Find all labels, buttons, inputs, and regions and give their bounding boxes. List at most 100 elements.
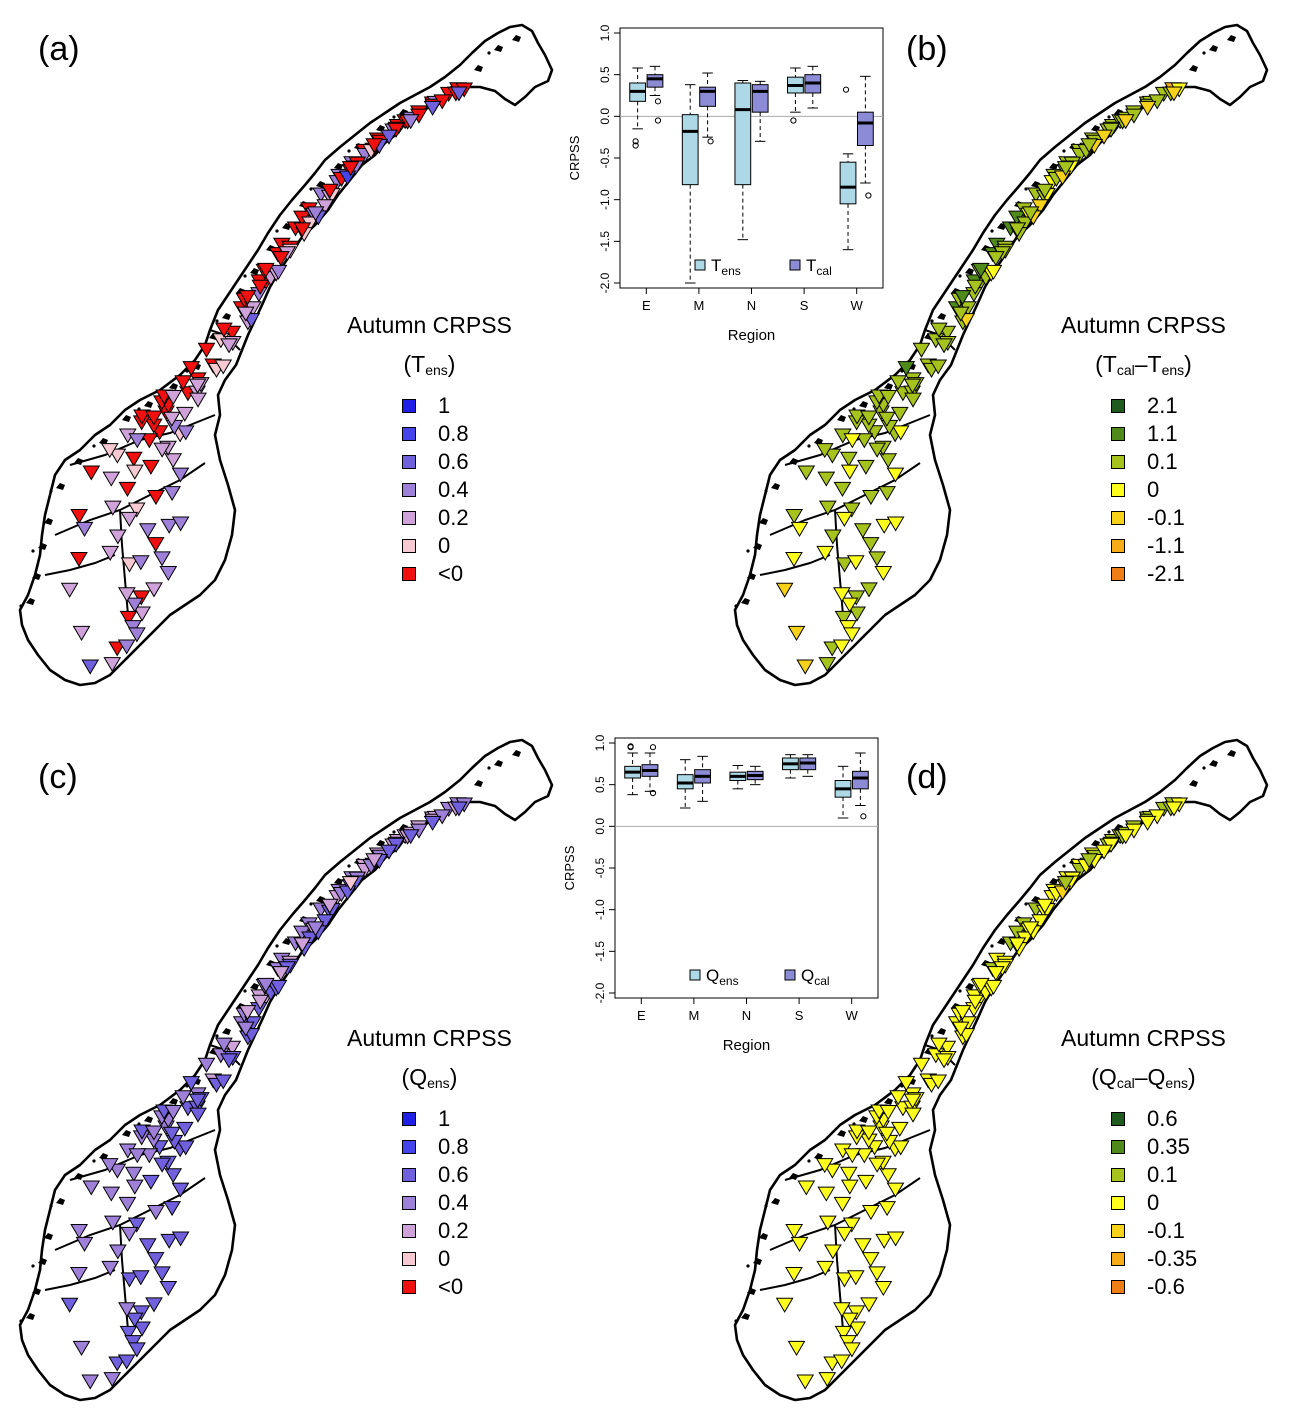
island xyxy=(746,1264,750,1268)
box-Tens-E xyxy=(629,67,647,149)
box-Tens-S xyxy=(787,67,804,124)
box-Tcal-S xyxy=(804,65,822,109)
station-marker xyxy=(796,659,815,675)
island xyxy=(741,1313,750,1320)
station-marker xyxy=(785,1223,804,1240)
station-marker xyxy=(251,994,270,1010)
station-marker xyxy=(835,557,854,573)
legend-swatch xyxy=(784,969,796,981)
island xyxy=(1049,163,1058,170)
station-marker xyxy=(108,529,127,545)
station-marker xyxy=(153,1266,171,1282)
station-marker xyxy=(108,1356,127,1372)
station-marker xyxy=(103,500,122,516)
station-marker xyxy=(1021,921,1040,937)
legend-item: 0 xyxy=(402,532,512,560)
station-marker xyxy=(861,537,880,553)
legend-items: 2.1 1.1 0.1 0 -0.1 -1.1 -2.1 xyxy=(1111,392,1226,588)
station-marker xyxy=(833,1196,852,1212)
station-marker xyxy=(145,1297,163,1313)
box-body xyxy=(839,161,857,205)
island xyxy=(334,878,343,885)
legend-swatch xyxy=(402,1196,416,1210)
station-marker xyxy=(846,555,865,571)
box-Qcal-E xyxy=(641,744,659,797)
station-marker xyxy=(877,1126,896,1142)
station-marker xyxy=(72,625,91,641)
island xyxy=(215,1034,219,1038)
station-marker xyxy=(120,557,139,573)
legend-swatch xyxy=(694,259,706,271)
outlier xyxy=(632,142,639,149)
station-marker xyxy=(879,453,898,469)
station-marker xyxy=(886,516,905,532)
island xyxy=(990,229,994,233)
station-marker xyxy=(320,183,339,199)
station-marker xyxy=(818,1215,837,1231)
station-marker xyxy=(868,1266,886,1282)
station-marker xyxy=(1080,853,1099,869)
station-marker xyxy=(142,1174,160,1190)
legend-item: 0.2 xyxy=(402,504,512,532)
legend-item: 0.4 xyxy=(402,1189,512,1217)
station-marker xyxy=(182,1076,201,1092)
station-marker xyxy=(823,448,842,464)
station-marker xyxy=(118,1196,137,1212)
island xyxy=(56,483,65,490)
station-marker xyxy=(790,1236,809,1252)
station-marker xyxy=(171,1182,190,1198)
station-marker xyxy=(1056,876,1075,892)
station-marker xyxy=(860,1297,878,1313)
island xyxy=(771,1198,780,1205)
island xyxy=(243,274,247,278)
island xyxy=(250,983,259,990)
station-marker xyxy=(848,606,866,622)
station-marker xyxy=(986,251,1005,267)
station-marker xyxy=(271,966,290,982)
legend-swatch xyxy=(402,1224,416,1238)
legend-label: 0.6 xyxy=(1147,1106,1178,1131)
station-marker xyxy=(886,1182,905,1198)
station-marker xyxy=(120,1226,139,1242)
station-marker xyxy=(108,641,127,657)
stations xyxy=(775,82,1189,675)
station-marker xyxy=(176,1140,195,1156)
station-marker xyxy=(840,597,859,613)
station-marker xyxy=(816,1260,835,1277)
station-marker xyxy=(103,657,122,673)
station-marker xyxy=(60,582,79,598)
station-marker xyxy=(874,1280,893,1297)
box-Tens-W xyxy=(839,86,857,251)
island xyxy=(965,983,974,990)
legend-swatch xyxy=(402,427,416,441)
legend-item: 0 xyxy=(1111,476,1226,504)
legend-label: -1.1 xyxy=(1147,533,1185,558)
x-tick-label: E xyxy=(637,1008,646,1023)
station-marker xyxy=(834,1325,853,1341)
station-marker xyxy=(164,390,183,406)
legend-label: 0.8 xyxy=(438,1134,469,1159)
outlier xyxy=(654,117,662,124)
boundary xyxy=(759,1269,831,1291)
island xyxy=(144,401,153,408)
box-Tens-N xyxy=(734,80,752,241)
station-marker xyxy=(189,1107,207,1123)
station-marker xyxy=(271,251,290,267)
outlier xyxy=(654,98,662,105)
legend-item: 0.6 xyxy=(1111,1105,1226,1133)
outlier xyxy=(632,138,639,145)
station-marker xyxy=(146,1252,165,1268)
station-marker xyxy=(823,1356,842,1372)
station-marker xyxy=(834,610,853,626)
island xyxy=(334,163,343,170)
legend-label: 0 xyxy=(438,533,451,558)
station-marker xyxy=(128,1342,146,1358)
station-marker xyxy=(159,565,178,582)
legend-swatch xyxy=(402,455,416,469)
legend-swatch xyxy=(1111,1252,1125,1266)
legend-label: Qcal xyxy=(801,966,830,988)
box-Qens-N xyxy=(729,765,747,790)
legend-item: 1 xyxy=(402,1105,512,1133)
station-marker xyxy=(133,1124,151,1140)
station-marker xyxy=(450,801,468,817)
